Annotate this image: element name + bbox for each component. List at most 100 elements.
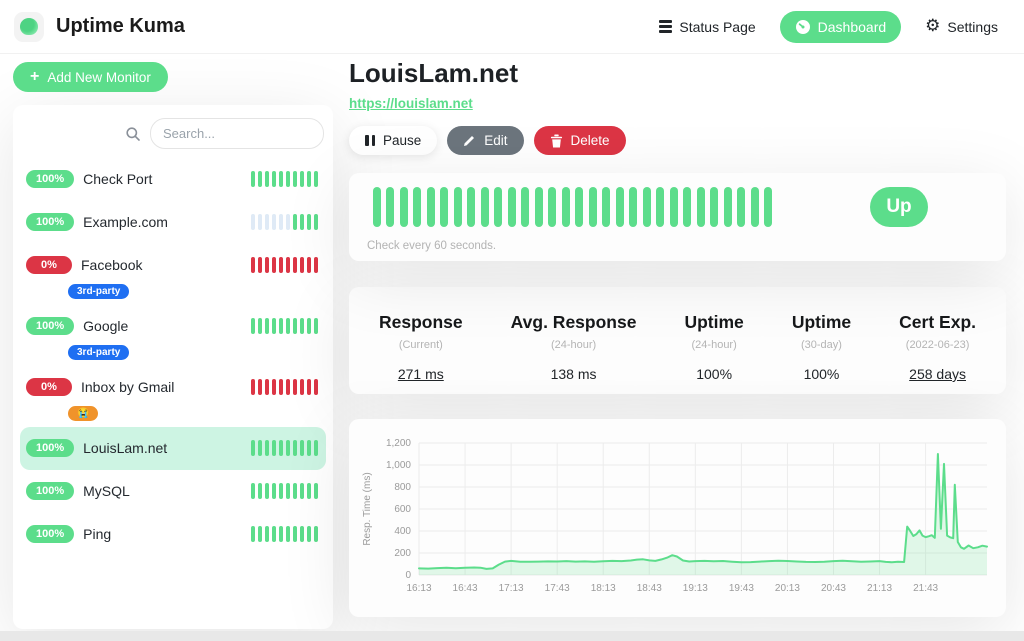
gear-icon: ⚙ — [925, 16, 941, 36]
svg-text:0: 0 — [405, 570, 411, 581]
stat-item: Avg. Response (24-hour) 138 ms — [511, 312, 637, 394]
svg-text:20:13: 20:13 — [775, 583, 800, 594]
delete-button[interactable]: Delete — [533, 126, 626, 155]
svg-text:16:13: 16:13 — [406, 583, 431, 594]
uptime-badge: 100% — [26, 525, 75, 543]
svg-text:18:13: 18:13 — [591, 583, 616, 594]
stat-value[interactable]: 258 days — [909, 366, 966, 382]
page-bottom-edge — [0, 631, 1024, 641]
uptime-badge: 100% — [26, 213, 75, 231]
stat-title: Cert Exp. — [899, 312, 976, 332]
stat-value: 138 ms — [550, 366, 597, 382]
monitor-name: Google — [83, 318, 129, 334]
stat-subtitle: (24-hour) — [550, 339, 597, 351]
monitor-url-link[interactable]: https://louislam.net — [349, 96, 473, 111]
monitor-list-item[interactable]: 0% Inbox by Gmail 😭 — [20, 366, 326, 427]
plus-icon: + — [30, 68, 40, 85]
status-badge: Up — [870, 187, 928, 227]
svg-text:21:13: 21:13 — [867, 583, 892, 594]
stat-item: Cert Exp. (2022-06-23) 258 days — [899, 312, 976, 394]
monitor-list-item[interactable]: 0% Facebook 3rd-party — [20, 244, 326, 305]
heartbeat-bar — [248, 318, 318, 339]
page-title: LouisLam.net — [349, 58, 519, 88]
svg-text:Resp. Time (ms): Resp. Time (ms) — [362, 472, 373, 545]
svg-text:800: 800 — [394, 482, 411, 493]
heartbeat-bar — [248, 526, 318, 547]
monitor-list: 100% Check Port 100% Example.com 0% Facebook 3… — [13, 158, 333, 556]
heartbeat-bar — [248, 483, 318, 504]
heartbeat-bar — [248, 257, 318, 278]
svg-text:18:43: 18:43 — [637, 583, 662, 594]
monitor-name: Ping — [83, 526, 112, 542]
svg-text:400: 400 — [394, 526, 411, 537]
monitor-name: Facebook — [81, 257, 143, 273]
list-icon — [659, 20, 673, 33]
uptime-kuma-logo-icon — [20, 18, 38, 35]
uptime-badge: 100% — [26, 170, 75, 188]
delete-label: Delete — [570, 133, 610, 148]
svg-text:17:13: 17:13 — [499, 583, 524, 594]
svg-text:1,000: 1,000 — [386, 460, 411, 471]
svg-text:20:43: 20:43 — [821, 583, 846, 594]
nav-dashboard-label: Dashboard — [817, 18, 887, 35]
heartbeat-bar — [248, 214, 318, 235]
monitor-list-item[interactable]: 100% Ping — [20, 513, 326, 556]
pause-label: Pause — [383, 133, 422, 148]
header-nav: Status Page Dashboard ⚙ Settings — [659, 10, 998, 43]
svg-text:21:43: 21:43 — [913, 583, 938, 594]
add-new-monitor-button[interactable]: + Add New Monitor — [13, 62, 168, 92]
stat-item: Uptime (30-day) 100% — [792, 312, 851, 394]
nav-status-page[interactable]: Status Page — [659, 19, 756, 35]
monitor-list-item[interactable]: 100% Check Port — [20, 158, 326, 201]
check-interval-text: Check every 60 seconds. — [367, 240, 497, 252]
pause-button[interactable]: Pause — [349, 126, 438, 155]
monitor-name: Inbox by Gmail — [81, 379, 175, 395]
stat-item: Uptime (24-hour) 100% — [684, 312, 743, 394]
svg-text:1,200: 1,200 — [386, 438, 411, 449]
monitor-name: LouisLam.net — [83, 440, 168, 456]
chart-card: 0 200 400 600 800 1,000 1,200 16:13 16:43 17:13 17… — [349, 419, 1006, 617]
status-card: Up Check every 60 seconds. — [349, 173, 1006, 261]
edit-button[interactable]: Edit — [447, 126, 524, 155]
gauge-icon — [795, 19, 810, 34]
monitor-list-item[interactable]: 100% LouisLam.net — [20, 427, 326, 470]
stat-value: 100% — [803, 366, 840, 382]
monitor-list-item[interactable]: 100% Google 3rd-party — [20, 305, 326, 366]
svg-text:16:43: 16:43 — [453, 583, 478, 594]
uptime-badge: 100% — [26, 317, 75, 335]
app-header: Uptime Kuma Status Page Dashboard ⚙ Sett… — [0, 0, 1024, 54]
monitor-name: MySQL — [83, 483, 130, 499]
stat-value: 100% — [696, 366, 733, 382]
app-logo — [14, 11, 44, 42]
monitor-name: Example.com — [83, 214, 168, 230]
action-buttons: Pause Edit Delete — [349, 126, 1006, 155]
monitor-list-card: 100% Check Port 100% Example.com 0% Facebook 3… — [13, 105, 333, 629]
stat-subtitle: (Current) — [398, 339, 443, 351]
monitor-list-item[interactable]: 100% MySQL — [20, 470, 326, 513]
stats-card: Response (Current) 271 ms Avg. Response (24-… — [349, 287, 1006, 394]
uptime-badge: 0% — [26, 256, 72, 274]
search-icon — [126, 126, 140, 141]
svg-text:19:43: 19:43 — [729, 583, 754, 594]
trash-icon — [550, 134, 562, 147]
tag-badge: 😭 — [68, 406, 99, 421]
nav-dashboard[interactable]: Dashboard — [779, 10, 902, 43]
heartbeat-bar — [248, 440, 318, 461]
nav-settings[interactable]: ⚙ Settings — [925, 18, 998, 35]
svg-text:600: 600 — [394, 504, 411, 515]
add-new-monitor-label: Add New Monitor — [47, 69, 151, 85]
monitor-list-item[interactable]: 100% Example.com — [20, 201, 326, 244]
search-row — [13, 105, 333, 158]
stat-title: Response — [379, 312, 463, 332]
nav-settings-label: Settings — [947, 18, 998, 35]
stat-value[interactable]: 271 ms — [397, 366, 444, 382]
tag-badge: 3rd-party — [68, 345, 130, 360]
stat-title: Uptime — [791, 312, 852, 332]
uptime-badge: 0% — [26, 378, 72, 396]
svg-text:17:43: 17:43 — [545, 583, 570, 594]
search-input[interactable] — [150, 118, 324, 149]
stat-item: Response (Current) 271 ms — [379, 312, 463, 394]
monitor-detail: LouisLam.net https://louislam.net Pause … — [349, 56, 1006, 617]
tag-badge: 3rd-party — [68, 284, 130, 299]
stat-title: Avg. Response — [510, 312, 637, 332]
